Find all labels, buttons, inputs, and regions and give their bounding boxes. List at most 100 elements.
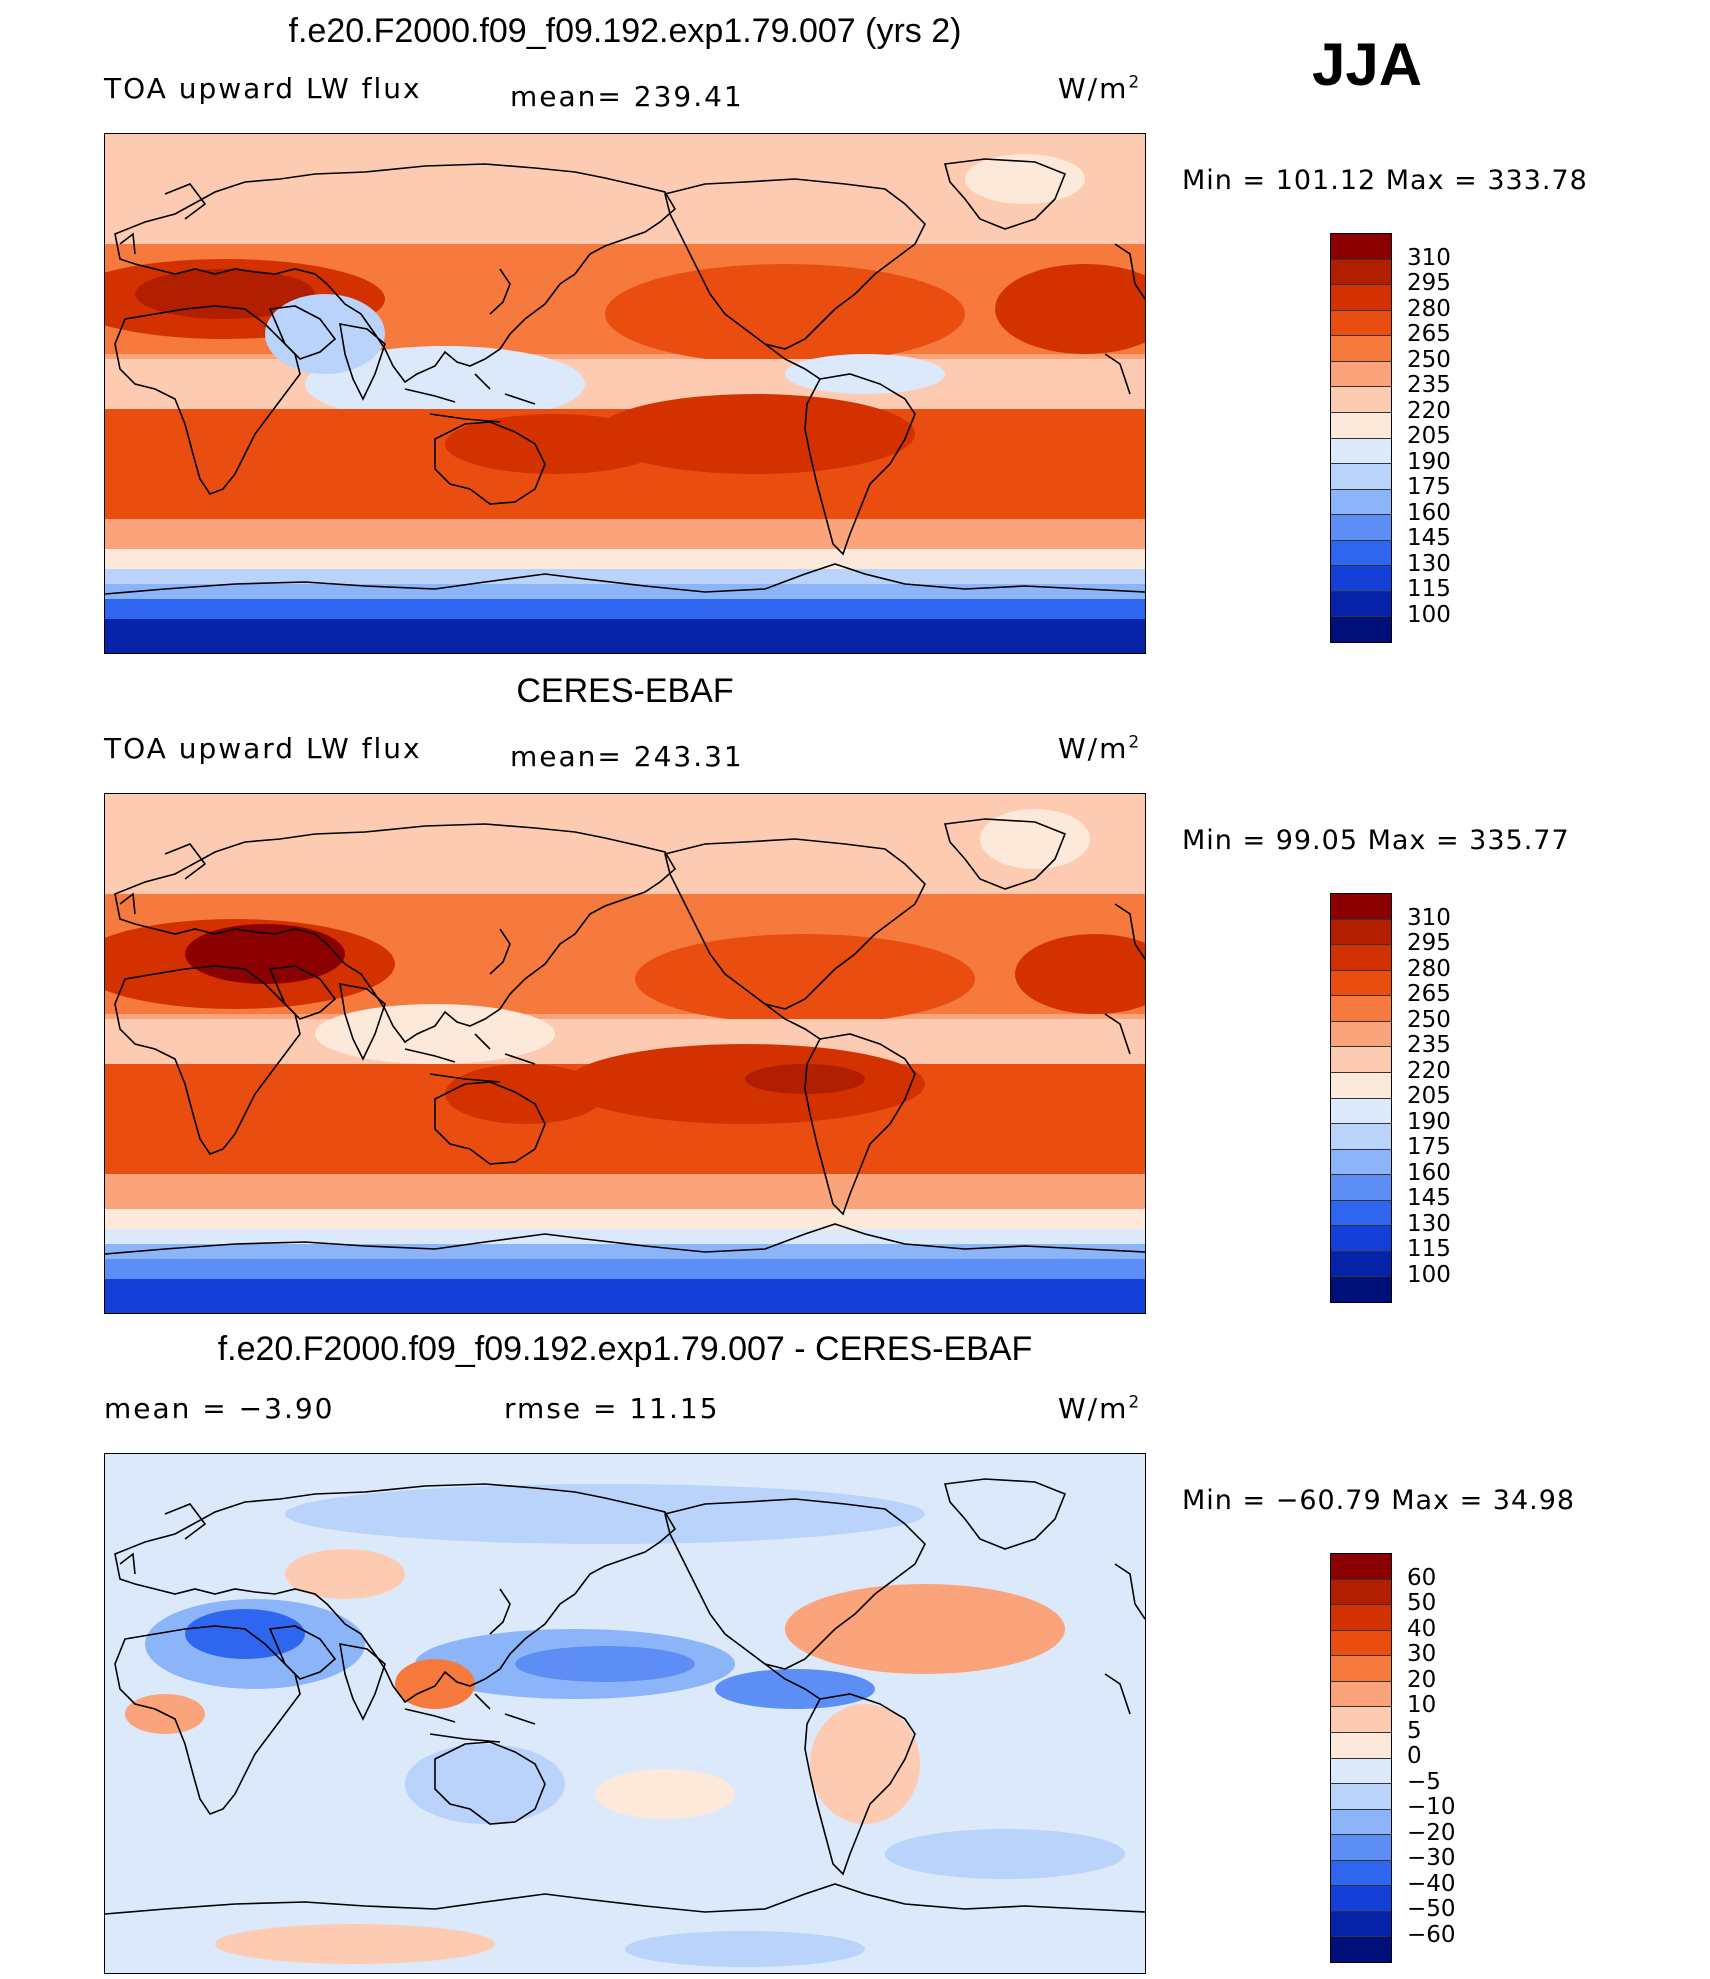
panel1-map-svg xyxy=(105,134,1145,653)
colorbar-label: 50 xyxy=(1407,1590,1437,1616)
colorbar-label: 115 xyxy=(1407,576,1451,602)
colorbar-label: 160 xyxy=(1407,1159,1451,1186)
panel2-map-svg xyxy=(105,794,1145,1313)
colorbar-label: 265 xyxy=(1407,321,1451,347)
colorbar-label: 190 xyxy=(1407,1108,1451,1135)
colorbar-label: 130 xyxy=(1407,550,1451,577)
panel2-map xyxy=(104,793,1146,1314)
colorbar-swatch xyxy=(1331,1732,1391,1759)
colorbar-swatch xyxy=(1331,1021,1391,1048)
colorbar-swatch xyxy=(1331,1758,1391,1785)
panel1-variable-label: TOA upward LW flux xyxy=(104,72,422,105)
colorbar-label: 175 xyxy=(1407,1134,1451,1160)
panel2-units: W/m2 xyxy=(1058,732,1142,765)
colorbar-label: −60 xyxy=(1407,1921,1456,1948)
colorbar-swatch xyxy=(1331,438,1391,465)
colorbar-label: −40 xyxy=(1407,1870,1456,1897)
colorbar-label: −50 xyxy=(1407,1896,1456,1922)
colorbar-label: 160 xyxy=(1407,499,1451,526)
colorbar-swatch xyxy=(1331,1226,1391,1252)
colorbar-label: −20 xyxy=(1407,1819,1456,1846)
colorbar-swatch xyxy=(1331,1605,1391,1631)
colorbar-label: 10 xyxy=(1407,1692,1437,1718)
colorbar-swatch xyxy=(1331,1149,1391,1176)
panel2-title: CERES-EBAF xyxy=(516,672,734,710)
colorbar-label: 265 xyxy=(1407,981,1451,1007)
colorbar-label: 205 xyxy=(1407,1083,1451,1109)
colorbar-label: 295 xyxy=(1407,930,1451,956)
colorbar-swatch xyxy=(1331,336,1391,362)
colorbar-swatch xyxy=(1331,1554,1391,1580)
colorbar-label: 220 xyxy=(1407,397,1451,424)
colorbar-swatch xyxy=(1331,566,1391,592)
panel1-mean-label: mean= 239.41 xyxy=(510,80,744,113)
colorbar-label: 0 xyxy=(1407,1743,1422,1769)
colorbar-swatch xyxy=(1331,1579,1391,1606)
panel2-minmax: Min = 99.05 Max = 335.77 xyxy=(1182,825,1570,856)
colorbar-label: 175 xyxy=(1407,474,1451,500)
colorbar-label: 310 xyxy=(1407,244,1451,271)
colorbar-label: 235 xyxy=(1407,1032,1451,1058)
colorbar-swatch xyxy=(1331,1630,1391,1657)
colorbar-swatch xyxy=(1331,259,1391,286)
season-label: JJA xyxy=(1312,31,1423,98)
colorbar-swatch xyxy=(1331,1860,1391,1887)
colorbar-label: 100 xyxy=(1407,601,1451,628)
colorbar-swatch xyxy=(1331,894,1391,920)
colorbar-label: 280 xyxy=(1407,955,1451,982)
colorbar-label: 20 xyxy=(1407,1666,1437,1693)
colorbar-label: 235 xyxy=(1407,372,1451,398)
colorbar-swatch xyxy=(1331,1886,1391,1912)
colorbar-label: 280 xyxy=(1407,295,1451,322)
panel3-map-svg xyxy=(105,1454,1145,1973)
colorbar-swatch xyxy=(1331,1911,1391,1938)
colorbar-swatch xyxy=(1331,1047,1391,1073)
colorbar-label: 30 xyxy=(1407,1641,1437,1667)
colorbar-label: 60 xyxy=(1407,1564,1437,1591)
colorbar-label: 310 xyxy=(1407,904,1451,931)
panel2-variable-label: TOA upward LW flux xyxy=(104,732,422,765)
panel3-title: f.e20.F2000.f09_f09.192.exp1.79.007 - CE… xyxy=(217,1330,1033,1368)
colorbar-label: −5 xyxy=(1407,1768,1441,1795)
colorbar-swatch xyxy=(1331,361,1391,388)
panel1-minmax: Min = 101.12 Max = 333.78 xyxy=(1182,165,1588,196)
colorbar-label: 5 xyxy=(1407,1717,1422,1744)
colorbar-swatch xyxy=(1331,970,1391,997)
panel3-colorbar xyxy=(1330,1553,1392,1963)
colorbar-label: 190 xyxy=(1407,448,1451,475)
colorbar-label: 250 xyxy=(1407,346,1451,373)
colorbar-label: 40 xyxy=(1407,1615,1437,1642)
colorbar-swatch xyxy=(1331,540,1391,567)
colorbar-swatch xyxy=(1331,1835,1391,1861)
panel3-map xyxy=(104,1453,1146,1974)
colorbar-swatch xyxy=(1331,945,1391,971)
colorbar-swatch xyxy=(1331,1251,1391,1278)
colorbar-label: −30 xyxy=(1407,1845,1456,1871)
colorbar-swatch xyxy=(1331,234,1391,260)
colorbar-label: 130 xyxy=(1407,1210,1451,1237)
colorbar-swatch xyxy=(1331,515,1391,541)
panel3-mean-label: mean = −3.90 xyxy=(104,1392,335,1425)
colorbar-swatch xyxy=(1331,1707,1391,1733)
colorbar-swatch xyxy=(1331,412,1391,439)
colorbar-label: 250 xyxy=(1407,1006,1451,1033)
colorbar-label: 145 xyxy=(1407,525,1451,551)
colorbar-swatch xyxy=(1331,1200,1391,1227)
colorbar-swatch xyxy=(1331,1681,1391,1708)
colorbar-swatch xyxy=(1331,591,1391,618)
colorbar-swatch xyxy=(1331,996,1391,1022)
panel2-colorbar xyxy=(1330,893,1392,1303)
colorbar-label: 220 xyxy=(1407,1057,1451,1084)
colorbar-swatch xyxy=(1331,285,1391,311)
panel1-units: W/m2 xyxy=(1058,72,1142,105)
colorbar-label: 205 xyxy=(1407,423,1451,449)
colorbar-swatch xyxy=(1331,1124,1391,1150)
panel3-units: W/m2 xyxy=(1058,1392,1142,1425)
colorbar-swatch xyxy=(1331,1175,1391,1201)
colorbar-swatch xyxy=(1331,1277,1391,1302)
panel3-minmax: Min = −60.79 Max = 34.98 xyxy=(1182,1485,1576,1516)
colorbar-swatch xyxy=(1331,1937,1391,1962)
colorbar-swatch xyxy=(1331,387,1391,413)
colorbar-label: 295 xyxy=(1407,270,1451,296)
panel2-mean-label: mean= 243.31 xyxy=(510,740,744,773)
